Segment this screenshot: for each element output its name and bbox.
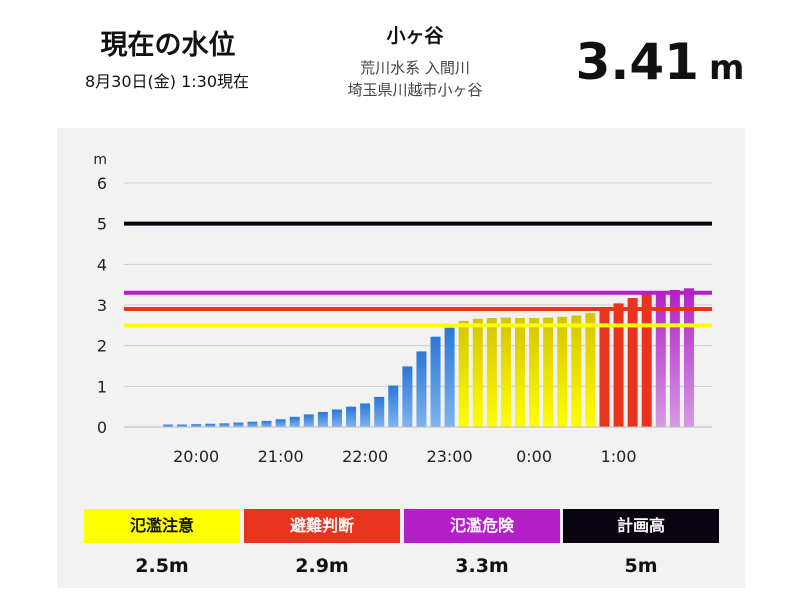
bar xyxy=(275,419,286,427)
river-system: 荒川水系 入間川 xyxy=(360,59,470,77)
bar xyxy=(655,291,666,427)
threshold-label: 計画高 xyxy=(563,509,719,543)
bar xyxy=(627,298,638,427)
x-tick-label: 0:00 xyxy=(516,447,552,466)
station-address: 埼玉県川越市小ヶ谷 xyxy=(347,81,483,99)
bar xyxy=(402,366,413,427)
threshold-design-level: 計画高 5m xyxy=(563,509,719,577)
bar xyxy=(331,409,342,427)
y-axis-label: m xyxy=(93,152,107,168)
bar xyxy=(317,411,328,427)
bar xyxy=(557,316,568,427)
bar xyxy=(669,289,680,427)
bar xyxy=(543,317,554,427)
x-tick-label: 20:00 xyxy=(173,447,219,466)
bar xyxy=(205,423,216,427)
y-tick-label: 0 xyxy=(97,418,107,437)
bar xyxy=(388,385,399,427)
threshold-flood-caution: 氾濫注意 2.5m xyxy=(84,509,240,577)
bar xyxy=(529,318,540,427)
y-tick-label: 2 xyxy=(97,337,107,356)
bar xyxy=(374,396,385,427)
threshold-flood-danger: 氾濫危険 3.3m xyxy=(404,509,560,577)
bar xyxy=(177,424,188,427)
bar xyxy=(416,351,427,427)
bar xyxy=(191,424,202,427)
bar xyxy=(303,414,314,427)
bar xyxy=(500,317,511,427)
threshold-value: 5m xyxy=(624,555,658,577)
page-title: 現在の水位 xyxy=(100,30,236,61)
x-tick-label: 23:00 xyxy=(427,447,473,466)
bar xyxy=(641,294,652,427)
chart-panel: 0 1 2 3 4 5 6 m 20:00 21:00 22:00 23:00 0:00 1:00 氾濫… xyxy=(57,128,745,588)
x-axis: 20:00 21:00 22:00 23:00 0:00 1:00 xyxy=(124,426,712,466)
threshold-value: 3.3m xyxy=(455,555,509,577)
threshold-label: 避難判断 xyxy=(244,509,400,543)
threshold-evacuation: 避難判断 2.9m xyxy=(244,509,400,577)
bar xyxy=(247,421,258,427)
y-tick-label: 4 xyxy=(97,255,107,274)
x-tick-label: 1:00 xyxy=(601,447,637,466)
threshold-value: 2.9m xyxy=(295,555,349,577)
x-tick-label: 21:00 xyxy=(258,447,304,466)
bar xyxy=(599,308,610,427)
water-level-chart: 0 1 2 3 4 5 6 m 20:00 21:00 22:00 23:00 0:00 1:00 xyxy=(93,152,712,466)
bar xyxy=(571,315,582,427)
bar xyxy=(585,313,596,427)
x-tick-label: 22:00 xyxy=(342,447,388,466)
level-unit: m xyxy=(708,48,745,88)
station-name: 小ヶ谷 xyxy=(386,25,444,47)
threshold-label: 氾濫注意 xyxy=(84,509,240,543)
bar xyxy=(360,403,371,427)
bar xyxy=(163,424,173,427)
bar xyxy=(219,423,230,427)
bar xyxy=(683,288,694,427)
bar xyxy=(486,318,497,427)
threshold-label: 氾濫危険 xyxy=(404,509,560,543)
bar xyxy=(515,318,525,427)
threshold-lines xyxy=(124,221,712,328)
bar xyxy=(458,320,469,427)
bars xyxy=(163,288,694,427)
bar xyxy=(613,303,624,427)
y-axis: 0 1 2 3 4 5 6 m xyxy=(93,152,107,437)
bar xyxy=(472,318,483,427)
level-value: 3.41 xyxy=(575,33,699,91)
bar xyxy=(261,420,272,427)
timestamp: 8月30日(金) 1:30現在 xyxy=(84,72,250,91)
bar xyxy=(444,327,455,427)
bar xyxy=(346,406,357,427)
current-water-level: 3.41 m xyxy=(560,32,760,98)
y-tick-label: 6 xyxy=(97,174,107,193)
y-tick-label: 1 xyxy=(97,377,107,396)
bar xyxy=(233,422,244,427)
y-tick-label: 5 xyxy=(97,215,107,234)
threshold-value: 2.5m xyxy=(135,555,189,577)
bar xyxy=(289,416,300,427)
y-tick-label: 3 xyxy=(97,296,107,315)
bar xyxy=(430,336,441,427)
